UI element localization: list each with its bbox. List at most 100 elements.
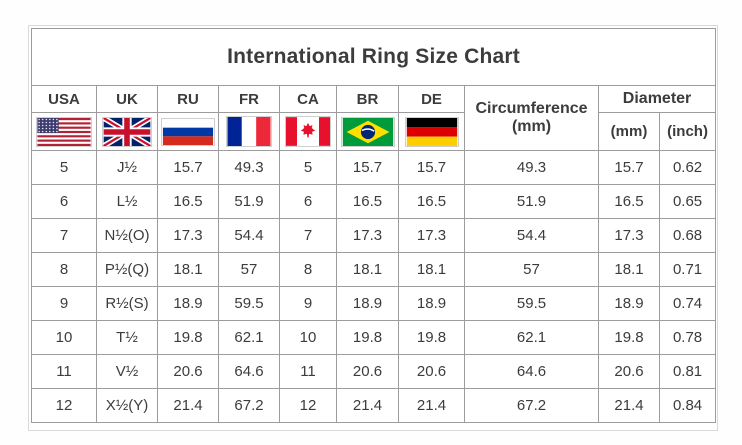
table-cell: 12 xyxy=(279,388,337,423)
table-cell: V½ xyxy=(96,354,158,389)
flag-cell-br xyxy=(336,112,399,151)
table-cell: T½ xyxy=(96,320,158,355)
table-cell: 19.8 xyxy=(398,320,465,355)
table-cell: 16.5 xyxy=(598,184,660,219)
column-header-diameter-mm: (mm) xyxy=(598,112,660,151)
table-row: 8 P½(Q) 18.1 57 8 18.1 18.1 57 18.1 0.71 xyxy=(31,252,717,287)
flag-cell-usa xyxy=(31,112,97,151)
flag-row: (mm) (inch) xyxy=(31,112,717,151)
table-cell: 21.4 xyxy=(598,388,660,423)
table-cell: 9 xyxy=(279,286,337,321)
table-cell: 19.8 xyxy=(598,320,660,355)
table-cell: 6 xyxy=(31,184,97,219)
table-cell: R½(S) xyxy=(96,286,158,321)
table-cell: 64.6 xyxy=(218,354,280,389)
table-cell: 17.3 xyxy=(598,218,660,253)
table-cell: 18.9 xyxy=(157,286,219,321)
table-cell: X½(Y) xyxy=(96,388,158,423)
flag-cell-ca xyxy=(279,112,337,151)
table-cell: 0.78 xyxy=(658,320,717,355)
column-header-de: DE xyxy=(398,85,465,113)
table-cell: P½(Q) xyxy=(96,252,158,287)
column-header-uk: UK xyxy=(96,85,158,113)
column-header-usa: USA xyxy=(31,85,97,113)
table-cell: 0.62 xyxy=(658,150,717,185)
table-cell: 18.1 xyxy=(336,252,399,287)
table-cell: 0.81 xyxy=(658,354,717,389)
title-row: International Ring Size Chart xyxy=(30,28,717,86)
table-cell: 49.3 xyxy=(218,150,280,185)
france-flag-icon xyxy=(226,116,272,147)
table-cell: 21.4 xyxy=(336,388,399,423)
table-cell: 16.5 xyxy=(398,184,465,219)
table-cell: 20.6 xyxy=(398,354,465,389)
table-cell: 6 xyxy=(279,184,337,219)
table-cell: 20.6 xyxy=(336,354,399,389)
flag-cell-uk xyxy=(96,112,158,151)
table-cell: 11 xyxy=(279,354,337,389)
table-cell: 8 xyxy=(31,252,97,287)
table-cell: 18.1 xyxy=(598,252,660,287)
column-header-ca: CA xyxy=(279,85,337,113)
table-cell: 16.5 xyxy=(157,184,219,219)
table-cell: 17.3 xyxy=(336,218,399,253)
table-cell: 10 xyxy=(31,320,97,355)
table-cell: 5 xyxy=(279,150,337,185)
table-cell: 51.9 xyxy=(218,184,280,219)
table-cell: 57 xyxy=(218,252,280,287)
table-cell: 0.65 xyxy=(658,184,717,219)
table-cell: 8 xyxy=(279,252,337,287)
brazil-flag-icon xyxy=(340,116,395,147)
column-header-br: BR xyxy=(336,85,399,113)
table-cell: 0.74 xyxy=(658,286,717,321)
table-cell: 10 xyxy=(279,320,337,355)
russia-flag-icon xyxy=(161,117,215,146)
table-cell: 21.4 xyxy=(398,388,465,423)
table-cell: 11 xyxy=(31,354,97,389)
chart-frame: International Ring Size Chart USA UK RU … xyxy=(28,25,718,431)
flag-cell-de xyxy=(398,112,465,151)
table-cell: 15.7 xyxy=(598,150,660,185)
table-cell: 64.6 xyxy=(464,354,599,389)
table-cell: 7 xyxy=(279,218,337,253)
table-row: 5 J½ 15.7 49.3 5 15.7 15.7 49.3 15.7 0.62 xyxy=(31,150,717,185)
table-cell: 15.7 xyxy=(157,150,219,185)
table-cell: 54.4 xyxy=(464,218,599,253)
table-row: 7 N½(O) 17.3 54.4 7 17.3 17.3 54.4 17.3 0.68 xyxy=(31,218,717,253)
table-cell: 59.5 xyxy=(218,286,280,321)
country-label-row: USA UK RU FR CA BR DE Circumference (mm)… xyxy=(31,85,717,151)
table-cell: 0.84 xyxy=(658,388,717,423)
table-cell: 15.7 xyxy=(398,150,465,185)
column-header-diameter-inch: (inch) xyxy=(658,112,717,151)
ring-size-table: International Ring Size Chart USA UK RU … xyxy=(30,28,717,423)
table-cell: 21.4 xyxy=(157,388,219,423)
flag-cell-fr xyxy=(218,112,280,151)
table-cell: 54.4 xyxy=(218,218,280,253)
usa-flag-icon xyxy=(36,116,92,147)
table-row: 6 L½ 16.5 51.9 6 16.5 16.5 51.9 16.5 0.65 xyxy=(31,184,717,219)
table-cell: 67.2 xyxy=(218,388,280,423)
table-cell: 51.9 xyxy=(464,184,599,219)
uk-flag-icon xyxy=(102,116,152,147)
table-cell: 18.9 xyxy=(398,286,465,321)
table-cell: 19.8 xyxy=(157,320,219,355)
circumference-label: Circumference xyxy=(475,99,588,117)
table-cell: 59.5 xyxy=(464,286,599,321)
circumference-unit: (mm) xyxy=(511,118,552,135)
table-header: International Ring Size Chart USA UK RU … xyxy=(30,28,717,151)
column-header-diameter: Diameter xyxy=(597,85,717,113)
column-header-circumference: Circumference (mm) xyxy=(464,85,599,151)
table-cell: 20.6 xyxy=(598,354,660,389)
table-cell: L½ xyxy=(96,184,158,219)
table-cell: 67.2 xyxy=(464,388,599,423)
column-header-fr: FR xyxy=(218,85,280,113)
table-cell: 16.5 xyxy=(336,184,399,219)
table-cell: N½(O) xyxy=(96,218,158,253)
table-row: 9 R½(S) 18.9 59.5 9 18.9 18.9 59.5 18.9 0.74 xyxy=(31,286,717,321)
table-cell: 17.3 xyxy=(398,218,465,253)
table-cell: 0.68 xyxy=(658,218,717,253)
table-row: 12 X½(Y) 21.4 67.2 12 21.4 21.4 67.2 21.4 0.84 xyxy=(31,388,717,423)
table-cell: J½ xyxy=(96,150,158,185)
table-cell: 49.3 xyxy=(464,150,599,185)
table-row: 11 V½ 20.6 64.6 11 20.6 20.6 64.6 20.6 0.81 xyxy=(31,354,717,389)
